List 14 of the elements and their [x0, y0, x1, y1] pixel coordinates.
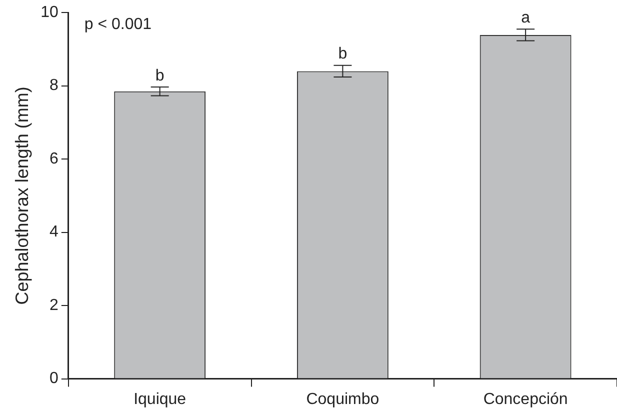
- annotation: b: [155, 67, 164, 84]
- annotation: p < 0.001: [84, 16, 152, 34]
- x-tick-label: Coquimbo: [306, 390, 380, 408]
- y-tick-label: 10: [40, 4, 58, 22]
- y-tick-label: 4: [49, 224, 58, 241]
- x-tick-label: Concepción: [483, 390, 568, 408]
- y-tick-label: 6: [49, 150, 58, 168]
- y-tick-label: 0: [49, 370, 58, 388]
- annotation: a: [521, 9, 530, 26]
- annotation: b: [338, 46, 348, 63]
- x-tick-label: Iquique: [134, 390, 186, 408]
- y-tick-label: 8: [49, 77, 58, 94]
- y-axis-title: Cephalothorax length (mm): [12, 86, 32, 305]
- y-tick-label: 2: [49, 296, 58, 314]
